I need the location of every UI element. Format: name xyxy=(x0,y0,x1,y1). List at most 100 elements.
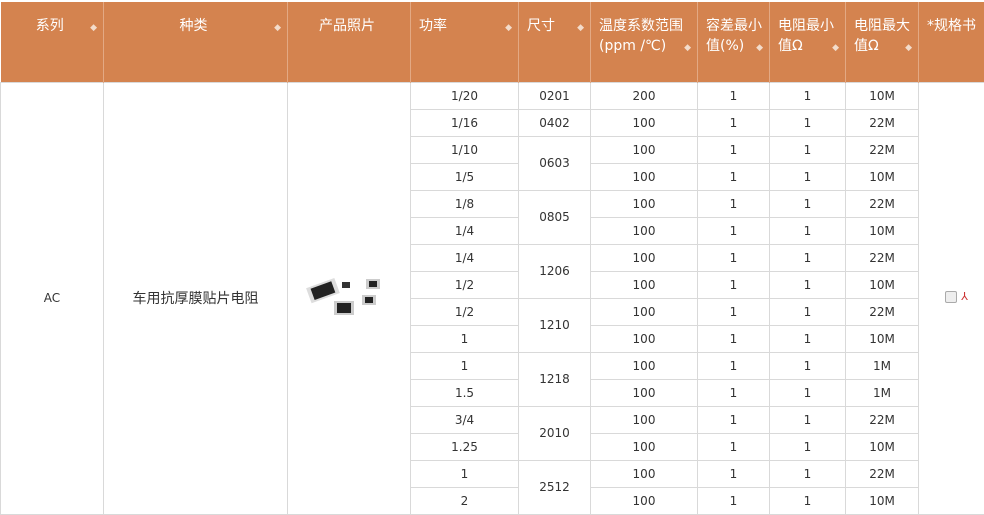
pdf-icon[interactable]: ⅄ xyxy=(961,290,968,303)
cell: 100 xyxy=(591,379,698,406)
cell: 100 xyxy=(591,271,698,298)
header-label: 种类 xyxy=(180,18,208,34)
cell: 100 xyxy=(591,136,698,163)
cell: 1 xyxy=(411,325,519,352)
sort-icon[interactable]: ◆ xyxy=(274,18,281,38)
column-header[interactable]: 电阻最小值Ω◆ xyxy=(770,2,846,82)
cell: 1 xyxy=(770,379,846,406)
cell: 10M xyxy=(846,217,919,244)
cell: 1/2 xyxy=(411,271,519,298)
header-label: 电阻最大值Ω xyxy=(854,18,910,54)
column-header[interactable]: 尺寸 ◆ xyxy=(519,2,591,82)
cell: 1 xyxy=(770,109,846,136)
cell: 10M xyxy=(846,487,919,514)
cell xyxy=(288,82,411,514)
cell: 1 xyxy=(770,487,846,514)
cell: 1 xyxy=(770,271,846,298)
column-header[interactable]: 温度系数范围(ppm /℃)◆ xyxy=(591,2,698,82)
cell: 100 xyxy=(591,487,698,514)
column-header[interactable]: 种类 ◆ xyxy=(104,2,288,82)
cell: 1 xyxy=(770,298,846,325)
cell: 1/5 xyxy=(411,163,519,190)
cell: 10M xyxy=(846,433,919,460)
header-row: 系列◆种类◆产品照片功率◆尺寸◆温度系数范围(ppm /℃)◆容差最小值(%)◆… xyxy=(1,2,984,82)
cell: 22M xyxy=(846,109,919,136)
cell: 10M xyxy=(846,271,919,298)
cell: 1 xyxy=(698,379,770,406)
cell: 1 xyxy=(698,487,770,514)
column-header: 产品照片 xyxy=(288,2,411,82)
cell: 100 xyxy=(591,163,698,190)
product-photo xyxy=(288,273,410,323)
cell: 1 xyxy=(770,163,846,190)
cell: 1/20 xyxy=(411,82,519,109)
cell: 1/8 xyxy=(411,190,519,217)
cell: 100 xyxy=(591,406,698,433)
cell: 100 xyxy=(591,325,698,352)
header-label: 尺寸 xyxy=(527,18,555,34)
header-label: 产品照片 xyxy=(319,18,375,34)
sort-icon[interactable]: ◆ xyxy=(577,18,584,38)
cell: 1 xyxy=(770,352,846,379)
cell: 0402 xyxy=(519,109,591,136)
cell: 车用抗厚膜贴片电阻 xyxy=(104,82,288,514)
cell: AC xyxy=(1,82,104,514)
cell: 200 xyxy=(591,82,698,109)
cell: 100 xyxy=(591,190,698,217)
cell: 1 xyxy=(770,460,846,487)
cell: 1 xyxy=(698,163,770,190)
cell: 100 xyxy=(591,298,698,325)
select-checkbox[interactable] xyxy=(945,291,957,303)
cell: 100 xyxy=(591,433,698,460)
column-header[interactable]: 功率 ◆ xyxy=(411,2,519,82)
column-header: *规格书 xyxy=(919,2,984,82)
cell: 1 xyxy=(698,217,770,244)
cell: 1/10 xyxy=(411,136,519,163)
cell: 1M xyxy=(846,379,919,406)
cell: 10M xyxy=(846,82,919,109)
cell: 0201 xyxy=(519,82,591,109)
header-label: 电阻最小值Ω xyxy=(778,18,834,54)
cell: 22M xyxy=(846,190,919,217)
cell: 22M xyxy=(846,406,919,433)
column-header[interactable]: 容差最小值(%)◆ xyxy=(698,2,770,82)
cell: 1206 xyxy=(519,244,591,298)
cell: 1 xyxy=(411,460,519,487)
cell: 1 xyxy=(770,406,846,433)
sort-icon[interactable]: ◆ xyxy=(90,18,97,38)
cell: 1218 xyxy=(519,352,591,406)
cell: 1.5 xyxy=(411,379,519,406)
cell: 1 xyxy=(698,433,770,460)
sort-icon[interactable]: ◆ xyxy=(832,38,839,58)
cell: 1 xyxy=(770,433,846,460)
cell: 1 xyxy=(698,460,770,487)
sort-icon[interactable]: ◆ xyxy=(684,38,691,58)
cell: 100 xyxy=(591,244,698,271)
cell: 1/16 xyxy=(411,109,519,136)
cell: 1M xyxy=(846,352,919,379)
cell: 1.25 xyxy=(411,433,519,460)
column-header[interactable]: 系列◆ xyxy=(1,2,104,82)
cell: 1 xyxy=(698,109,770,136)
cell: 1 xyxy=(698,406,770,433)
header-label: 容差最小值(%) xyxy=(706,18,762,54)
cell: 10M xyxy=(846,325,919,352)
cell: 1 xyxy=(770,190,846,217)
cell: 100 xyxy=(591,109,698,136)
sort-icon[interactable]: ◆ xyxy=(905,38,912,58)
cell: 22M xyxy=(846,460,919,487)
cell: ⅄ xyxy=(919,82,984,514)
cell: 22M xyxy=(846,298,919,325)
sort-icon[interactable]: ◆ xyxy=(756,38,763,58)
sort-icon[interactable]: ◆ xyxy=(505,18,512,38)
cell: 0805 xyxy=(519,190,591,244)
cell: 22M xyxy=(846,136,919,163)
cell: 10M xyxy=(846,163,919,190)
cell: 100 xyxy=(591,217,698,244)
column-header[interactable]: 电阻最大值Ω◆ xyxy=(846,2,919,82)
cell: 1 xyxy=(770,82,846,109)
header-label: 功率 xyxy=(419,18,447,34)
cell: 1 xyxy=(770,136,846,163)
